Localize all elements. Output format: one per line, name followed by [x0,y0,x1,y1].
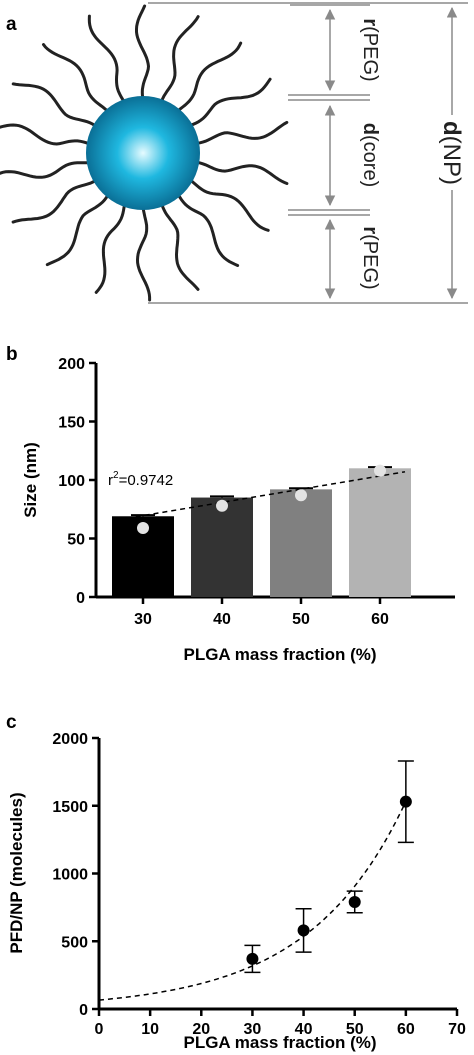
bar-40 [191,497,253,597]
peg-chain [11,82,97,128]
data-point-60 [399,795,412,808]
peg-chain [195,160,289,185]
x-tick-label: 20 [192,1021,210,1038]
peg-chain [42,43,109,113]
label-d-core: d(core) [359,123,381,187]
label-r-peg-top: r(PEG) [359,18,381,81]
r-squared-value: =0.9742 [119,472,174,489]
peg-chain [87,14,126,103]
label-r-peg-top-sub: (PEG) [359,26,381,82]
label-r-peg-bottom-sub: (PEG) [359,234,381,290]
x-tick-label: 70 [448,1021,466,1038]
x-tick-label: 40 [213,611,231,628]
dimension-lines [148,2,468,304]
label-d-np-sub: (NP) [438,136,465,185]
y-tick-label: 200 [58,356,85,373]
y-axis-title: PFD/NP (molecules) [7,792,26,953]
peg-chain [45,193,110,267]
peg-chain [94,203,126,294]
x-tick-label: 60 [397,1021,415,1038]
peg-chain [135,206,152,302]
x-axis-title: PLGA mass fraction (%) [183,645,376,664]
data-point-40 [297,924,310,937]
label-r-peg-bottom: r(PEG) [359,226,381,289]
y-tick-label: 1000 [52,867,88,884]
y-tick-label: 0 [79,1002,88,1019]
peg-chain [135,4,151,100]
chart-pfd-per-np: 0 500 1000 1500 2000 0 10 20 30 40 50 60 70 PFD/NP (m… [7,731,466,1052]
y-axis-title: Size (nm) [21,442,40,518]
peg-chains [0,4,289,302]
x-tick-label: 30 [134,611,152,628]
label-d-core-sub: (core) [359,135,381,187]
peg-chain [0,123,91,146]
label-d-np-symbol: d [438,121,465,136]
bar-60 [349,468,411,597]
label-d-np: d(NP) [438,121,465,185]
nanoparticle-core [86,96,200,210]
y-tick-label: 1500 [52,799,88,816]
x-tick-label: 40 [295,1021,313,1038]
label-r-peg-top-symbol: r [359,18,381,26]
peg-chain [195,120,289,145]
x-tick-label: 60 [371,611,389,628]
y-tick-label: 500 [61,934,88,951]
x-tick-label: 50 [292,611,310,628]
data-point-30 [246,952,259,965]
peg-chain [0,161,91,179]
peg-chain [11,179,97,224]
x-axis-title: PLGA mass fraction (%) [183,1033,376,1052]
peg-chain [177,193,240,267]
data-point-50 [295,489,307,502]
panel-letter-b: b [6,344,18,365]
label-d-core-symbol: d [359,123,381,135]
x-tick-label: 30 [244,1021,262,1038]
y-tick-label: 100 [58,473,85,490]
x-tick-label: 10 [141,1021,159,1038]
peg-chain [160,203,200,291]
peg-chain [189,178,270,232]
r-squared-prefix: r [108,472,113,489]
y-tick-label: 150 [58,415,85,432]
y-tick-label: 50 [67,532,85,549]
x-tick-label: 0 [95,1021,104,1038]
x-tick-label: 50 [346,1021,364,1038]
panel-c: c 0 500 1000 1500 2000 0 10 20 30 40 50 60 70 PFD/NP … [6,712,466,1052]
r-squared-superscript: 2 [113,470,119,481]
panel-letter-c: c [6,712,17,733]
peg-chain [176,41,243,113]
label-r-peg-bottom-symbol: r [359,226,381,234]
fit-line [117,471,406,521]
data-point-30 [137,521,149,534]
panel-letter-a: a [6,14,17,35]
panel-b: b 0 50 100 150 200 30 40 50 60 r2=0.9742 Size (nm)… [6,344,455,664]
y-tick-label: 2000 [52,731,88,748]
bar-50 [270,489,332,597]
chart-size: 0 50 100 150 200 30 40 50 60 r2=0.9742 Size (nm) PL… [21,356,455,664]
y-tick-label: 0 [76,590,85,607]
data-point-60 [374,464,386,477]
data-point-40 [216,499,228,512]
peg-chain [189,77,272,127]
r-squared-annotation: r2=0.9742 [108,470,173,489]
data-point-50 [348,895,361,908]
peg-chain [160,15,200,103]
panel-a: a r(PEG) d(core) r(PEG) d(NP) [0,2,468,304]
